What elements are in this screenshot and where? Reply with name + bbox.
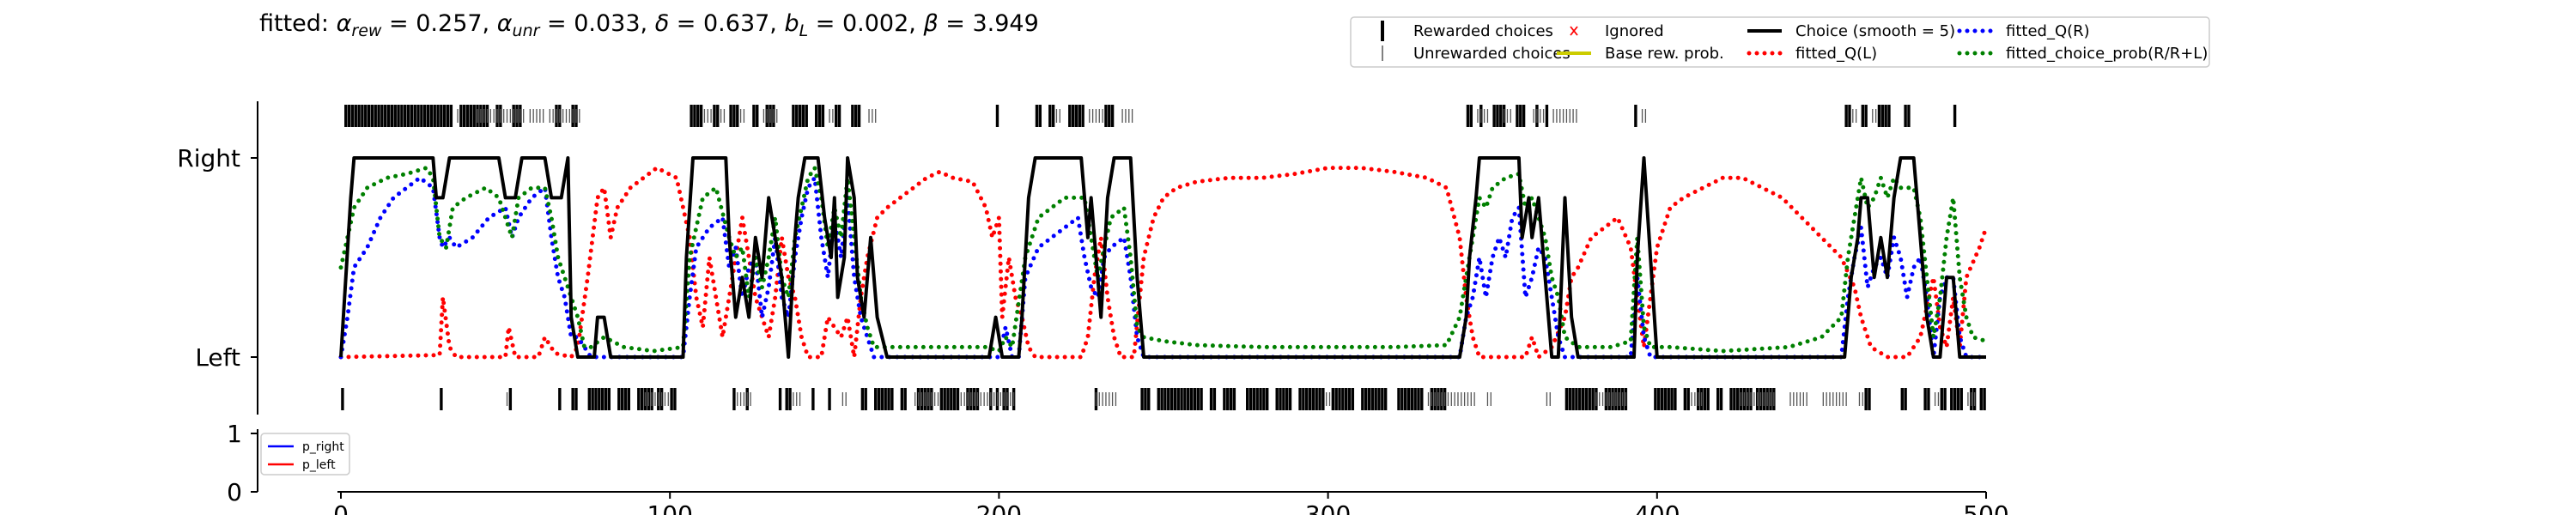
bottom-x-ticks: 0 100 200 300 400 500 — [333, 492, 2009, 515]
series-fitted-choice-prob-r-r-l — [338, 166, 1989, 354]
bottom-xtick-label: 400 — [1634, 500, 1680, 515]
series-choice-smooth-5 — [339, 156, 1986, 359]
bottom-y-ticks: 01 — [227, 420, 258, 506]
legend-label: Choice (smooth = 5) — [1795, 22, 1955, 40]
legend-label: Ignored — [1605, 22, 1664, 40]
choice-ticks-right — [344, 105, 1957, 127]
legend-item-rewarded-choices: Rewarded choices — [1381, 21, 1553, 41]
legend: Rewarded choices Unrewarded choices Ignore… — [1350, 16, 2210, 68]
bottom-legend: p_right p_left — [260, 433, 350, 476]
bottom-xtick-label: 200 — [976, 500, 1022, 515]
legend-label: Unrewarded choices — [1413, 45, 1571, 63]
legend-item-unrewarded-choices: Unrewarded choices — [1382, 45, 1571, 63]
legend-item-fitted-q-l: fitted_Q(L) — [1747, 45, 1877, 63]
legend-label: Base rew. prob. — [1605, 45, 1724, 63]
choice-ticks-left — [341, 388, 1986, 410]
legend-item-fitted-choice-prob-r-r-l: fitted_choice_prob(R/R+L) — [1957, 45, 2208, 63]
bottom-xtick-label: 300 — [1305, 500, 1351, 515]
series-layer — [338, 156, 1989, 360]
legend-label: fitted_Q(R) — [2006, 22, 2090, 40]
bottom-xtick-label: 0 — [333, 500, 349, 515]
legend-item-fitted-q-r: fitted_Q(R) — [1957, 22, 2090, 40]
legend-marker — [1570, 26, 1578, 36]
bottom-legend-label-p-right: p_right — [302, 440, 344, 454]
bottom-legend-label-p-left: p_left — [302, 458, 336, 472]
bottom-ytick-label: 0 — [227, 478, 242, 506]
legend-label: fitted_choice_prob(R/R+L) — [2006, 45, 2208, 63]
legend-label: Rewarded choices — [1413, 22, 1553, 40]
legend-item-ignored: Ignored — [1570, 22, 1664, 40]
ytick-label-right: Right — [177, 144, 240, 173]
legend-label: fitted_Q(L) — [1795, 45, 1877, 63]
bottom-xtick-label: 100 — [647, 500, 692, 515]
figure-title: fitted: αrew = 0.257, αunr = 0.033, δ = … — [259, 10, 1039, 40]
ytick-label-left: Left — [195, 343, 240, 372]
main-y-ticks: Left Right — [177, 144, 258, 372]
legend-item-choice-smooth-5: Choice (smooth = 5) — [1747, 22, 1955, 40]
main-plot: Left Right — [177, 101, 1989, 415]
series-fitted-q-l — [338, 166, 1989, 360]
bottom-xtick-label: 500 — [1963, 500, 2008, 515]
legend-item-base-rew-prob: Base rew. prob. — [1557, 45, 1724, 63]
bottom-ytick-label: 1 — [227, 420, 242, 448]
